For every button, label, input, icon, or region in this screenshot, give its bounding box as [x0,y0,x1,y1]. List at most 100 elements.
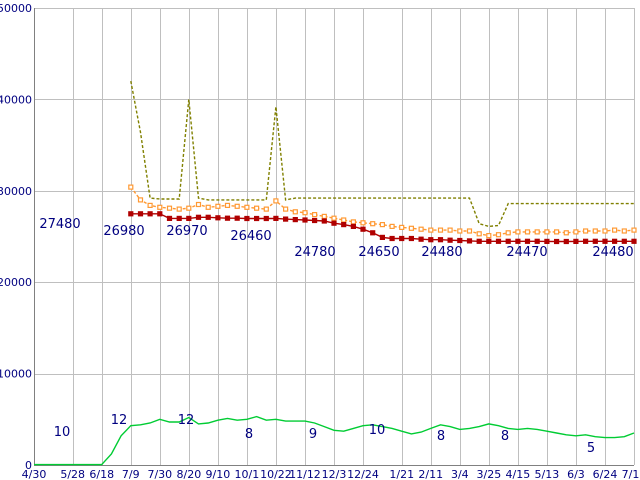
series-marker [263,206,269,212]
series-marker [389,235,395,242]
series-darkred-solid-main [128,211,637,245]
series-marker [224,215,231,221]
data-point-label: 10 [54,425,71,440]
series-marker [399,235,405,242]
series-marker [563,238,569,245]
series-marker [147,211,153,217]
series-marker [476,238,482,244]
series-line [130,186,635,237]
x-tick-label: 10/22 [260,468,292,480]
y-tick-label: 10000 [0,368,32,381]
series-marker [331,215,337,221]
data-point-label: 26460 [230,229,271,244]
series-marker [254,205,260,211]
series-marker [312,217,318,224]
series-marker [302,210,308,216]
series-marker [544,229,550,235]
series-marker [273,198,279,204]
series-marker [447,227,453,233]
series-marker [553,238,560,245]
data-point-label: 24780 [294,245,335,260]
x-tick-label: 4/15 [506,468,531,480]
series-marker [486,238,492,244]
series-marker [331,220,337,226]
series-marker [611,227,618,233]
series-marker [360,226,366,232]
series-marker [292,217,298,223]
x-tick-label: 7/30 [147,468,172,480]
x-tick-label: 10/1 [235,468,260,480]
series-marker [137,197,144,203]
data-point-labels: 27480 26980 26970 26460 24780 24650 24480 24470… [39,217,633,456]
series-marker [254,215,260,222]
series-line [130,80,634,228]
series-marker [244,204,250,210]
series-marker [544,238,550,244]
y-axis-tick-labels: 0 10000 20000 30000 40000 50000 [0,2,32,472]
series-marker [592,238,598,244]
data-point-label: 26970 [166,224,207,239]
series-marker [592,228,598,234]
y-tick-label: 20000 [0,276,32,289]
series-marker [273,215,279,221]
x-tick-label: 11/12 [289,468,321,480]
series-line [34,415,635,466]
y-tick-label: 0 [25,459,32,472]
series-marker [128,184,134,190]
series-marker [486,233,492,239]
data-point-label: 8 [437,429,445,444]
series-marker [321,218,327,224]
series-marker [321,213,327,219]
series-marker [418,226,424,232]
series-marker [534,229,540,235]
series-marker [399,224,405,230]
series-marker [283,206,289,212]
series-marker [370,221,376,227]
x-tick-label: 7/15 [622,468,640,480]
series-marker [263,215,269,222]
series-marker [166,205,173,211]
grid-lines [34,8,635,466]
y-tick-label: 50000 [0,2,32,15]
series-marker [379,222,385,228]
series-marker [360,220,366,226]
series-marker [244,215,250,222]
series-marker [389,223,395,229]
series-marker [205,214,211,220]
series-marker [379,234,385,240]
data-point-label: 5 [587,441,595,456]
series-marker [466,238,473,244]
series-marker [621,228,627,234]
data-point-label: 24480 [592,245,633,260]
x-axis-tick-labels: 4/30 5/28 6/18 7/9 7/30 8/20 9/10 10/1 10/2211/1… [22,468,640,480]
x-tick-label: 6/24 [593,468,618,480]
series-marker [466,228,473,234]
series-marker [447,237,453,243]
series-marker [186,205,192,211]
series-marker [418,236,424,242]
data-point-label: 12 [111,413,128,428]
data-point-label: 12 [178,413,195,428]
series-marker [602,238,608,244]
series-marker [534,238,540,244]
x-tick-label: 12/24 [347,468,379,480]
series-marker [215,215,221,221]
series-marker [137,211,144,217]
series-marker [611,238,618,244]
series-marker [495,238,502,244]
series-marker [166,215,173,221]
series-marker [505,230,511,236]
series-marker [602,228,608,234]
x-tick-label: 6/18 [89,468,114,480]
data-point-label: 26980 [103,224,144,239]
data-point-label: 8 [245,427,253,442]
series-marker [157,204,163,210]
series-green-solid-low [34,415,635,466]
series-marker [428,237,434,243]
series-marker [495,232,502,238]
data-point-label: 9 [309,427,317,442]
x-tick-label: 6/3 [567,468,585,480]
x-tick-label: 3/25 [476,468,501,480]
x-tick-label: 4/30 [22,468,47,480]
